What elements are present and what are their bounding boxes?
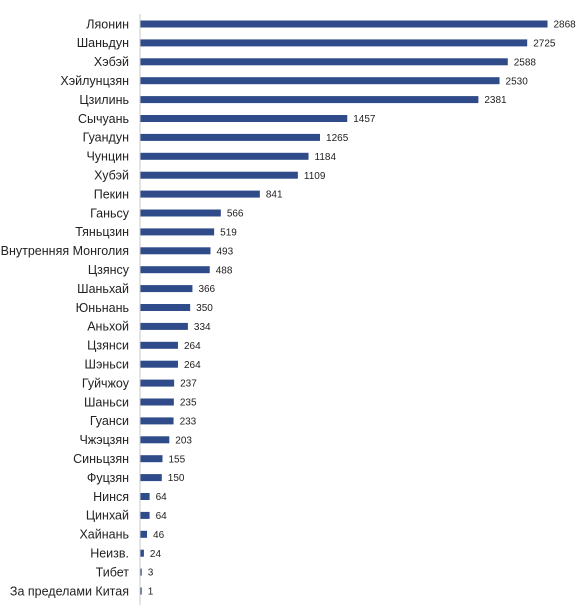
value-label: 237 [180,379,197,390]
value-label: 350 [196,303,213,314]
value-label: 841 [266,190,283,201]
category-label: Гуйчжоу [82,376,130,390]
value-label: 2588 [514,57,537,68]
category-label: Сычуань [78,112,129,126]
category-label: Хэбэй [94,55,129,69]
bar [140,304,191,311]
bar [140,493,150,500]
category-label: Шаньхай [77,282,129,296]
value-label: 2530 [506,76,529,87]
value-label: 1265 [326,133,349,144]
value-label: 2868 [554,20,577,31]
bar [140,455,163,463]
bar [140,58,508,66]
bar [140,171,298,179]
bar [140,379,175,387]
value-label: 264 [184,341,201,352]
value-label: 3 [148,568,154,579]
category-label: Ляонин [86,17,129,31]
value-label: 519 [220,228,237,239]
value-label: 155 [168,454,185,465]
value-label: 64 [156,511,168,522]
value-label: 235 [180,398,197,409]
value-label: 203 [175,435,192,446]
category-label: Нинся [93,490,129,504]
value-label: 64 [156,492,168,503]
bar [140,190,260,198]
category-label: Чунцин [86,150,129,164]
value-label: 488 [216,265,233,276]
bar [140,568,142,576]
value-label: 1457 [353,114,376,125]
category-label: Цзянсу [88,263,130,277]
category-label: Шэньси [85,358,130,372]
category-label: Цзилинь [79,93,129,107]
bar [140,115,348,122]
bar [140,530,148,538]
bar [140,209,221,217]
value-label: 233 [180,417,197,428]
bar [140,133,321,141]
category-label: Шаньси [84,395,129,409]
category-label: Фуцзян [87,471,129,485]
category-label: За пределами Китая [10,584,129,598]
bar [140,285,193,293]
category-label: Гуанси [90,414,129,428]
category-label: Тибет [96,565,130,579]
bar [140,360,178,368]
value-label: 334 [194,322,211,333]
bars-layer: Ляонин 2868 Шаньдун 2725 Хэбэй 2588 Хэйлунцзян… [1,17,577,598]
category-label: Пекин [94,187,129,201]
category-label: Тяньцзин [75,225,129,239]
bar [140,398,174,406]
category-label: Хайнань [79,528,129,542]
category-label: Цзянси [87,339,129,353]
value-label: 1 [148,587,154,598]
bar [140,77,500,85]
value-label: 366 [198,284,215,295]
category-label: Цинхай [86,509,129,523]
bar [140,474,162,482]
category-label: Шаньдун [77,36,129,50]
bar [140,247,211,255]
value-label: 264 [184,360,201,371]
category-label: Гуандун [83,131,129,145]
category-label: Неизв. [90,547,129,561]
value-label: 2725 [533,39,556,50]
category-label: Аньхой [87,320,129,334]
bar [140,417,174,425]
bar [140,511,150,519]
value-label: 566 [227,209,244,220]
category-label: Чжэцзян [80,433,130,447]
category-label: Синьцзян [73,452,129,466]
value-label: 1109 [304,171,326,182]
value-label: 1184 [315,152,337,163]
category-label: Хубэй [94,169,129,183]
category-label: Хэйлунцзян [60,74,129,88]
bar [140,549,144,557]
value-label: 24 [150,549,162,560]
value-label: 493 [216,246,233,257]
bar [140,39,528,47]
bar [140,587,142,595]
bar [140,341,178,349]
category-label: Ганьсу [90,206,130,220]
bar [140,436,170,444]
bar [140,322,188,330]
bar [140,228,215,236]
category-label: Внутренняя Монголия [1,244,129,258]
value-label: 150 [168,473,185,484]
bar [140,20,548,28]
bar [140,266,210,274]
bar [140,152,309,160]
value-label: 2381 [484,95,507,106]
category-label: Юньнань [76,301,129,315]
value-label: 46 [153,530,165,541]
bar [140,96,479,104]
